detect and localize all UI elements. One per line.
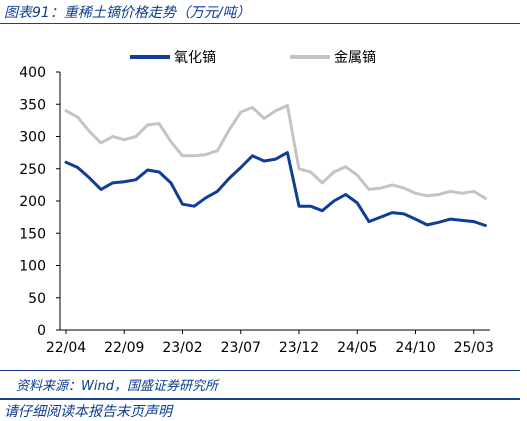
chart-title: 图表91：重稀土镝价格走势（万元/吨）: [4, 5, 251, 21]
y-tick-label: 200: [19, 194, 46, 210]
x-tick-label: 22/09: [104, 340, 144, 356]
legend: 氧化镝 金属镝: [130, 49, 376, 66]
legend-label: 金属镝: [334, 49, 376, 66]
series-line-1: [64, 151, 487, 227]
x-tick-label: 22/04: [46, 340, 86, 356]
x-tick-label: 23/02: [162, 340, 202, 356]
title-rule: [0, 23, 520, 24]
footer-text: 请仔细阅读本报告末页声明: [4, 404, 172, 420]
y-tick-label: 50: [28, 291, 46, 307]
x-tick-label: 24/05: [337, 340, 377, 356]
y-tick-label: 350: [19, 97, 46, 113]
y-tick-label: 300: [19, 130, 46, 146]
y-tick-label: 100: [19, 259, 46, 275]
line-chart: 0 50 100 150 200 250 300 350 400 22/04 22/09 23/02…: [19, 49, 494, 356]
legend-label: 氧化镝: [174, 49, 216, 66]
y-axis: 0 50 100 150 200 250 300 350 400: [19, 65, 61, 339]
x-axis: 22/04 22/09 23/02 23/07 23/12 24/05 24/10 25/03: [46, 329, 494, 356]
y-tick-label: 150: [19, 226, 46, 242]
y-tick-label: 250: [19, 162, 46, 178]
series-lines: [64, 104, 487, 227]
source-rule: [0, 370, 520, 371]
source-note: 资料来源：Wind，国盛证券研究所: [16, 379, 218, 394]
footer-rule: [0, 398, 520, 400]
x-tick-label: 24/10: [395, 340, 435, 356]
x-tick-label: 25/03: [454, 340, 494, 356]
series-line-2: [64, 104, 487, 200]
y-tick-label: 400: [19, 65, 46, 81]
y-tick-label: 0: [37, 323, 46, 339]
x-tick-label: 23/12: [279, 340, 319, 356]
x-tick-label: 23/07: [221, 340, 261, 356]
